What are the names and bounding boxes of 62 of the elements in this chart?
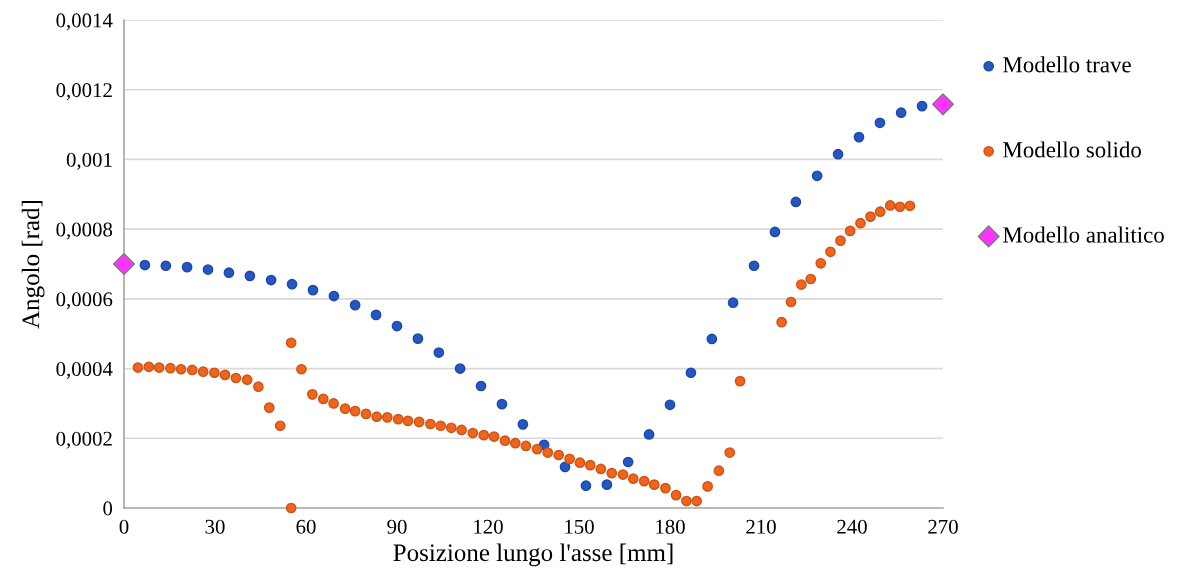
point xyxy=(748,260,760,272)
x-tick-label: 60 xyxy=(296,519,316,534)
point xyxy=(790,196,802,208)
point xyxy=(769,226,781,238)
point xyxy=(932,93,954,116)
y-tick-label: 0,0004 xyxy=(56,361,113,379)
point xyxy=(496,398,508,410)
legend-label: Modello solido xyxy=(1003,141,1141,158)
point xyxy=(412,333,424,344)
legend-label: Modello analitico xyxy=(1003,226,1164,243)
point xyxy=(874,117,886,129)
y-tick-label: 0,0014 xyxy=(56,13,113,31)
point xyxy=(160,260,172,272)
x-tick-label: 90 xyxy=(387,519,407,534)
legend-label: Modello trave xyxy=(1003,56,1131,73)
point xyxy=(580,480,592,492)
point xyxy=(622,456,634,468)
point xyxy=(811,170,823,182)
point xyxy=(685,367,697,379)
point xyxy=(139,259,151,271)
x-tick-label: 150 xyxy=(565,519,594,534)
x-tick-label: 0 xyxy=(119,519,129,534)
point xyxy=(832,148,844,160)
x-tick-label: 240 xyxy=(837,519,867,534)
y-tick-label: 0,0006 xyxy=(56,292,113,310)
point xyxy=(370,309,382,321)
y-tick-label: 0 xyxy=(103,501,113,516)
point xyxy=(853,131,865,143)
x-tick-label: 180 xyxy=(656,519,685,534)
point xyxy=(517,418,529,430)
point xyxy=(916,100,928,112)
point xyxy=(113,253,135,275)
point xyxy=(559,461,571,473)
point xyxy=(307,284,319,296)
point xyxy=(328,290,340,302)
point xyxy=(202,264,214,275)
y-tick-label: 0,0008 xyxy=(56,222,113,240)
x-tick-label: 30 xyxy=(205,519,225,534)
y-axis-title: Angolo [rad] xyxy=(21,200,45,329)
point xyxy=(286,278,298,290)
point xyxy=(244,270,256,282)
point xyxy=(349,299,361,311)
point xyxy=(265,274,277,286)
point xyxy=(475,380,487,392)
point xyxy=(391,320,403,332)
point xyxy=(727,297,739,309)
x-axis-title: Posizione lungo l'asse [mm] xyxy=(393,543,673,567)
point xyxy=(895,107,907,119)
x-tick-label: 120 xyxy=(474,519,503,534)
point xyxy=(601,479,613,490)
x-tick-label: 210 xyxy=(746,519,776,534)
y-tick-label: 0,0002 xyxy=(56,431,112,449)
point xyxy=(223,267,235,279)
point xyxy=(664,399,676,411)
y-tick-label: 0,0012 xyxy=(56,83,112,101)
point xyxy=(181,261,193,273)
point xyxy=(643,429,655,440)
x-tick-label: 270 xyxy=(928,519,958,534)
point xyxy=(433,347,445,358)
point xyxy=(454,363,466,374)
y-tick-label: 0,001 xyxy=(66,152,112,170)
point xyxy=(706,333,718,345)
